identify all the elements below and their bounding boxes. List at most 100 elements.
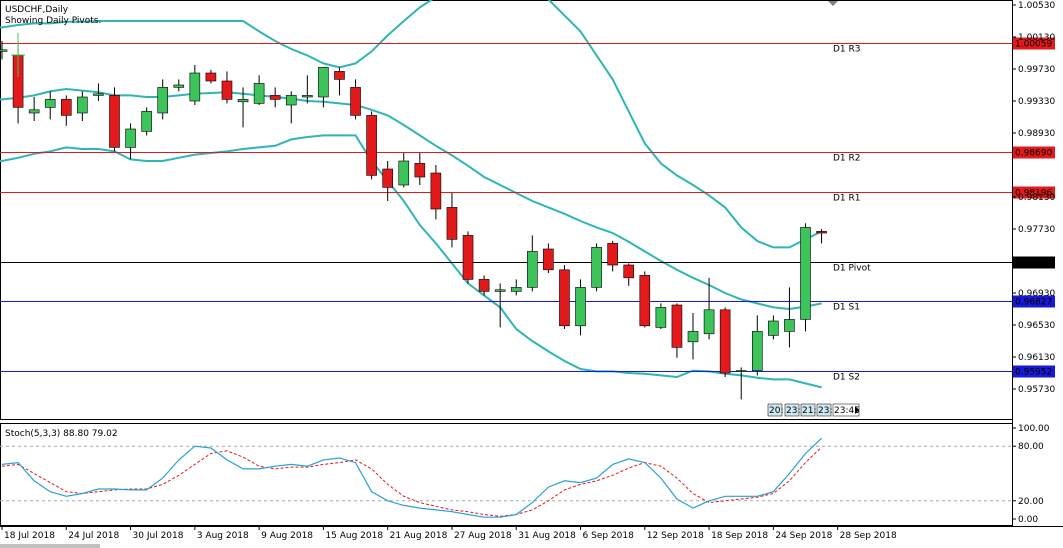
price-tick-label: 0.98930	[1018, 129, 1055, 139]
candle	[285, 91, 297, 124]
candle-body	[109, 95, 120, 148]
candle	[671, 303, 683, 358]
candle	[543, 243, 554, 273]
stoch-subwindow-frame[interactable]	[0, 423, 1013, 526]
candle-body	[398, 160, 410, 186]
pivot-levels: D1 R3 D1 R2 D1 R1 D1 Pivot D1 S1 D1 S2	[0, 43, 1012, 383]
candle	[639, 271, 651, 328]
candle	[559, 265, 570, 329]
price-tick-label: 0.99730	[1018, 65, 1055, 75]
time-tick-label: 27 Aug 2018	[454, 531, 512, 541]
candle	[350, 79, 361, 120]
indicator-note: Showing Daily Pivots.	[5, 16, 101, 26]
pivot-price-tag-text-4: 0.97321	[1015, 259, 1052, 269]
stoch-axis: 100.00 80.00 20.00 0.00	[1012, 424, 1050, 525]
candle	[44, 91, 56, 120]
candle-body	[751, 331, 763, 371]
scroll-marker-icon[interactable]	[828, 1, 838, 6]
candle-body	[93, 93, 104, 96]
candle-body	[302, 95, 313, 98]
candle-body	[414, 163, 426, 178]
pivot-label-3: D1 R1	[833, 194, 861, 204]
pivot-price-tag-text-3: 0.98196	[1015, 189, 1052, 199]
candle	[446, 193, 458, 248]
price-tick-label: 1.00530	[1018, 1, 1055, 11]
candle-body	[510, 287, 522, 292]
candle-body	[28, 109, 40, 114]
pivot-label-6: D1 S2	[833, 373, 860, 383]
session-box	[816, 403, 832, 417]
candle	[0, 41, 8, 60]
session-time-labels: 20: 23: 21: 23: 23:45	[11, 33, 860, 417]
candle	[751, 315, 763, 376]
bollinger-upper-line	[0, 0, 823, 249]
session-box	[767, 403, 783, 417]
candle	[334, 67, 345, 96]
pivot-price-tag-6	[1013, 365, 1055, 378]
session-label: 21:	[802, 406, 816, 416]
session-box	[800, 403, 816, 417]
session-label: 23:	[786, 406, 800, 416]
pivot-price-tag-text-6: 0.95952	[1015, 368, 1052, 378]
candle-body	[189, 72, 201, 102]
price-tick-label: 0.99330	[1018, 97, 1055, 107]
candle	[109, 87, 120, 152]
candle-body	[141, 111, 152, 132]
pivot-price-tag-text-1: 1.00059	[1015, 40, 1052, 50]
candle-body	[784, 319, 795, 332]
candle	[366, 111, 377, 180]
pivot-price-tag-text-2: 0.98690	[1015, 149, 1052, 159]
price-tick-label: 1.00130	[1018, 33, 1055, 43]
candle	[221, 71, 233, 104]
candle-body	[639, 275, 651, 327]
pivot-price-tag-text-5: 0.96827	[1015, 298, 1052, 308]
candle-body	[318, 67, 329, 98]
candle-body	[269, 95, 281, 100]
candle	[398, 153, 410, 188]
bollinger-middle-line	[0, 87, 822, 311]
price-tick-label: 0.97730	[1018, 225, 1055, 235]
candle	[655, 303, 667, 329]
candle-body	[462, 235, 474, 280]
candle-body	[366, 115, 377, 176]
candle	[382, 161, 393, 201]
candle	[687, 313, 699, 360]
time-tick-label: 3 Aug 2018	[197, 531, 249, 541]
time-axis: 18 Jul 2018 24 Jul 2018 30 Jul 2018 3 Aug 2…	[0, 526, 897, 548]
candle-body	[44, 99, 56, 108]
crosshair-icon	[11, 33, 25, 77]
candle-body	[446, 207, 458, 240]
time-tick-label: 18 Jul 2018	[4, 531, 55, 541]
price-axis: 1.00059 0.98690 0.98196 0.97321 0.96827 0.959…	[1012, 1, 1055, 395]
candle	[318, 67, 329, 108]
time-tick-label: 24 Jul 2018	[68, 531, 119, 541]
candle	[237, 87, 249, 128]
candle-body	[350, 87, 361, 116]
session-arrow-icon	[855, 406, 859, 414]
candle-body	[527, 251, 538, 288]
candle-body	[800, 227, 811, 320]
candle-body	[253, 83, 265, 104]
candle-body	[285, 95, 297, 106]
pivot-label-4: D1 Pivot	[833, 264, 871, 274]
session-label: 23:45	[834, 406, 860, 416]
candle-body	[205, 72, 217, 82]
candle-body	[157, 87, 168, 114]
time-tick-label: 9 Aug 2018	[261, 531, 313, 541]
session-label: 20:	[769, 406, 783, 416]
time-tick-label: 21 Aug 2018	[390, 531, 448, 541]
candle	[77, 91, 88, 121]
candle-body	[816, 231, 827, 234]
candle-body	[237, 99, 249, 103]
candle-body	[0, 49, 8, 52]
pivot-price-tag-3	[1013, 186, 1055, 199]
candle	[719, 307, 731, 377]
session-box	[784, 403, 800, 417]
candle	[510, 279, 522, 296]
candle-body	[60, 99, 72, 116]
main-chart-frame[interactable]	[0, 0, 1013, 420]
candle-body	[768, 320, 779, 336]
pivot-label-1: D1 R3	[833, 45, 861, 55]
bollinger-lower-line	[0, 134, 822, 389]
